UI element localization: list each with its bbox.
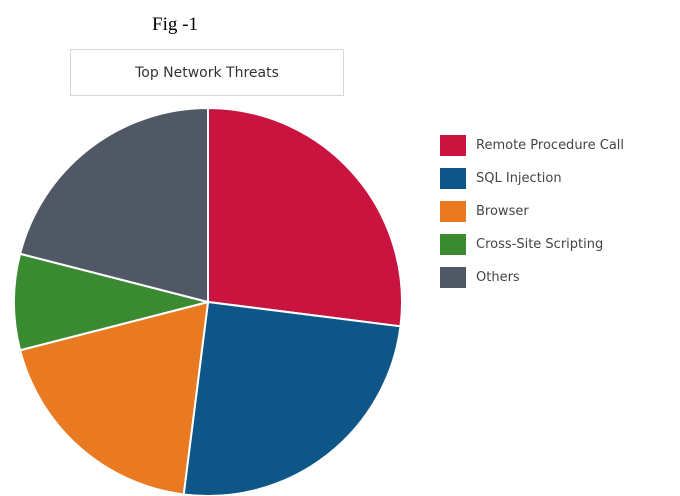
- legend-item: Remote Procedure Call: [440, 134, 624, 156]
- pie-slice-remote-procedure-call: [207, 106, 403, 328]
- pie-slice-cross-site-scripting: [13, 252, 209, 352]
- pie-slice-sql-injection: [182, 300, 402, 496]
- legend-label: Cross-Site Scripting: [476, 236, 604, 252]
- chart-title-text: Top Network Threats: [135, 64, 279, 81]
- legend-swatch: [440, 200, 466, 222]
- legend-label: SQL Injection: [476, 170, 562, 186]
- legend-swatch: [440, 167, 466, 189]
- legend-label: Remote Procedure Call: [476, 137, 625, 153]
- legend-label: Others: [476, 269, 520, 285]
- legend-item: Others: [440, 266, 624, 288]
- legend-item: Browser: [440, 200, 624, 222]
- legend-swatch: [440, 134, 466, 156]
- pie-slice-others: [18, 106, 209, 304]
- pie-slice-browser: [18, 300, 210, 496]
- legend-label: Browser: [476, 203, 529, 219]
- chart-title: Top Network Threats: [70, 49, 344, 96]
- legend-item: Cross-Site Scripting: [440, 233, 624, 255]
- figure-label: Fig -1: [152, 14, 198, 35]
- legend-swatch: [440, 233, 466, 255]
- legend-swatch: [440, 266, 466, 288]
- legend-item: SQL Injection: [440, 167, 624, 189]
- legend: Remote Procedure Call SQL Injection Browse…: [440, 134, 624, 299]
